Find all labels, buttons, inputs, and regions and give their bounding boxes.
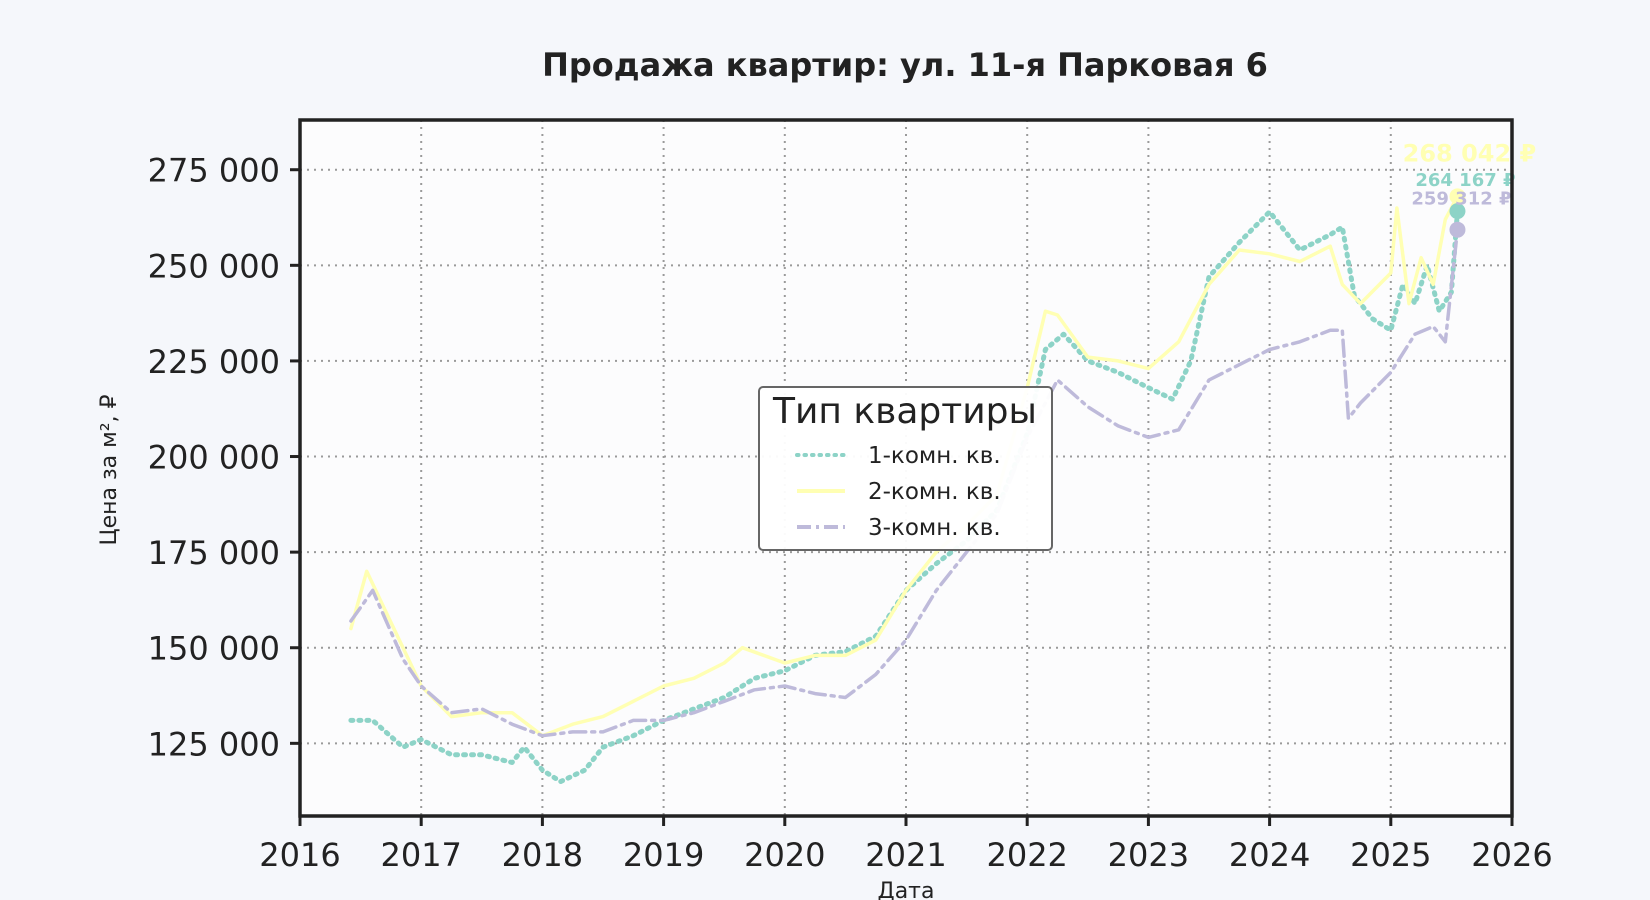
end-value-label: 264 167 ₽ — [1415, 170, 1515, 191]
series-line-3-room — [349, 227, 1460, 738]
x-tick-label: 2023 — [1108, 836, 1189, 874]
x-axis: 2016 2017 2018 2019 2020 2021 2022 2023 2024 2025… — [259, 816, 1553, 874]
end-value-label: 268 042 ₽ — [1403, 139, 1537, 167]
x-tick-label: 2018 — [502, 836, 583, 874]
x-tick-label: 2026 — [1471, 836, 1552, 874]
end-value-label: 259 312 ₽ — [1411, 189, 1511, 210]
y-tick-label: 175 000 — [148, 534, 280, 572]
legend-label-1-room: 1-комн. кв. — [868, 443, 1001, 469]
x-tick-label: 2017 — [380, 836, 461, 874]
chart-title: Продажа квартир: ул. 11-я Парковая 6 — [542, 46, 1268, 84]
end-point-marker — [1449, 221, 1466, 238]
y-tick-label: 200 000 — [148, 439, 280, 477]
x-tick-label: 2024 — [1229, 836, 1310, 874]
legend-title: Тип квартиры — [772, 391, 1037, 432]
y-tick-label: 250 000 — [148, 247, 280, 285]
y-tick-label: 225 000 — [148, 343, 280, 381]
x-tick-label: 2016 — [259, 836, 340, 874]
y-tick-label: 275 000 — [148, 152, 280, 190]
y-axis: 125 000 150 000 175 000 200 000 225 000 250 0… — [148, 152, 300, 763]
x-axis-label: Дата — [878, 879, 935, 900]
end-point-marker — [1449, 188, 1466, 205]
legend-label-2-room: 2-комн. кв. — [868, 479, 1001, 505]
grid — [299, 120, 1513, 816]
end-point-marker — [1449, 203, 1466, 220]
legend: Тип квартиры 1-комн. кв. 2-комн. кв. 3-к… — [758, 386, 1053, 551]
legend-box — [758, 386, 1053, 551]
x-tick-label: 2022 — [986, 836, 1067, 874]
x-tick-label: 2020 — [744, 836, 825, 874]
y-axis-label: Цена за м², ₽ — [97, 394, 122, 545]
annotation-group: 268 042 ₽ 264 167 ₽259 312 ₽ — [1403, 139, 1537, 238]
x-tick-label: 2019 — [623, 836, 704, 874]
y-tick-label: 125 000 — [148, 725, 280, 763]
x-tick-label: 2025 — [1350, 836, 1431, 874]
x-tick-label: 2021 — [865, 836, 946, 874]
legend-label-3-room: 3-комн. кв. — [868, 515, 1001, 541]
y-tick-label: 150 000 — [148, 630, 280, 668]
